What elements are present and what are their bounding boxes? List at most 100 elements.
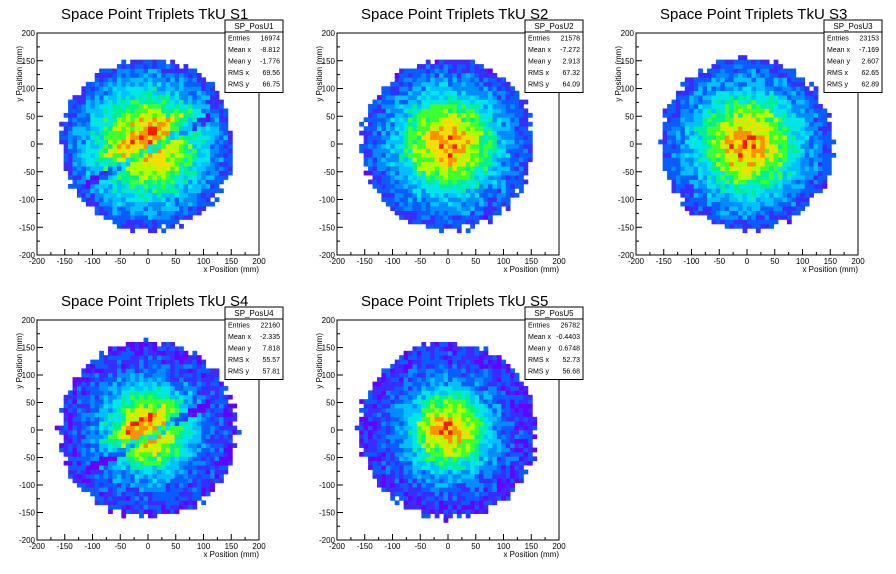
histogram-cell bbox=[170, 403, 175, 409]
histogram-cell bbox=[791, 175, 797, 180]
histogram-cell bbox=[461, 72, 467, 78]
histogram-cell bbox=[403, 188, 409, 194]
histogram-cell bbox=[99, 368, 104, 374]
histogram-cell bbox=[179, 372, 184, 378]
histogram-cell bbox=[439, 126, 444, 132]
histogram-cell bbox=[711, 99, 717, 105]
histogram-cell bbox=[156, 77, 162, 83]
histogram-cell bbox=[130, 430, 136, 435]
histogram-cell bbox=[121, 430, 127, 435]
histogram-cell bbox=[170, 381, 175, 387]
histogram-cell bbox=[738, 223, 743, 229]
histogram-cell bbox=[152, 496, 158, 501]
histogram-cell bbox=[729, 219, 735, 225]
histogram-cell bbox=[693, 206, 699, 211]
histogram-cell bbox=[196, 372, 202, 378]
histogram-cell bbox=[134, 408, 140, 413]
histogram-cell bbox=[76, 183, 82, 189]
histogram-cell bbox=[125, 416, 131, 422]
histogram-cell bbox=[760, 126, 766, 132]
histogram-cell bbox=[390, 108, 396, 114]
histogram-cell bbox=[201, 377, 207, 382]
histogram-cell bbox=[479, 95, 484, 100]
histogram-cell bbox=[733, 135, 739, 140]
histogram-cell bbox=[161, 346, 167, 352]
histogram-cell bbox=[403, 86, 409, 92]
histogram-cell bbox=[403, 157, 409, 163]
histogram-cell bbox=[501, 117, 507, 123]
histogram-cell bbox=[174, 364, 180, 369]
histogram-cell bbox=[76, 104, 82, 109]
histogram-cell bbox=[474, 157, 480, 163]
histogram-cell bbox=[121, 223, 127, 229]
histogram-cell bbox=[125, 112, 131, 118]
histogram-cell bbox=[179, 487, 184, 492]
histogram-cell bbox=[813, 126, 819, 132]
histogram-cell bbox=[804, 157, 810, 163]
histogram-cell bbox=[707, 86, 712, 92]
histogram-cell bbox=[103, 104, 109, 109]
histogram-cell bbox=[826, 126, 832, 132]
histogram-cell bbox=[381, 139, 387, 145]
histogram-cell bbox=[85, 487, 91, 492]
histogram-cell bbox=[456, 175, 462, 180]
histogram-cell bbox=[456, 157, 462, 163]
histogram-cell bbox=[747, 175, 752, 180]
histogram-cell bbox=[143, 491, 149, 497]
histogram-cell bbox=[148, 197, 153, 203]
histogram-cell bbox=[85, 104, 91, 109]
histogram-cell bbox=[368, 148, 373, 154]
histogram-cell bbox=[465, 81, 471, 87]
histogram-cell bbox=[112, 126, 118, 132]
histogram-cell bbox=[514, 175, 520, 180]
histogram-cell bbox=[795, 108, 801, 114]
histogram-cell bbox=[116, 99, 122, 105]
histogram-cell bbox=[214, 416, 220, 422]
histogram-cell bbox=[773, 170, 779, 176]
histogram-cell bbox=[116, 166, 122, 171]
histogram-cell bbox=[769, 175, 774, 180]
histogram-cell bbox=[439, 219, 444, 225]
histogram-cell bbox=[693, 135, 699, 140]
histogram-cell bbox=[769, 152, 774, 158]
histogram-cell bbox=[179, 452, 184, 457]
histogram-cell bbox=[179, 465, 184, 470]
histogram-cell bbox=[183, 197, 189, 203]
histogram-cell bbox=[174, 121, 180, 127]
histogram-cell bbox=[818, 148, 823, 154]
histogram-cell bbox=[496, 206, 502, 211]
histogram-cell bbox=[698, 95, 703, 100]
histogram-cell bbox=[187, 183, 193, 189]
histogram-cell bbox=[439, 175, 444, 180]
histogram-cell bbox=[139, 390, 144, 396]
histogram-cell bbox=[214, 135, 220, 140]
histogram-cell bbox=[174, 201, 180, 207]
histogram-cell bbox=[782, 206, 788, 211]
histogram-cell bbox=[165, 219, 171, 225]
histogram-cell bbox=[187, 81, 193, 87]
histogram-cell bbox=[161, 59, 167, 65]
histogram-cell bbox=[90, 469, 96, 475]
histogram-cell bbox=[443, 197, 449, 203]
histogram-cell bbox=[112, 364, 118, 369]
histogram-cell bbox=[470, 68, 475, 74]
histogram-cell bbox=[130, 228, 136, 234]
histogram-cell bbox=[773, 104, 779, 109]
histogram-cell bbox=[116, 179, 122, 185]
histogram-cell bbox=[684, 170, 690, 176]
histogram-cell bbox=[205, 201, 211, 207]
x-tick-label: 150 bbox=[525, 257, 539, 266]
histogram-cell bbox=[403, 112, 409, 118]
histogram-cell bbox=[452, 99, 458, 105]
histogram-cell bbox=[416, 166, 422, 171]
histogram-cell bbox=[148, 72, 153, 78]
histogram-cell bbox=[514, 104, 520, 109]
histogram-cell bbox=[474, 77, 480, 83]
histogram-cell bbox=[487, 210, 493, 216]
histogram-cell bbox=[782, 175, 788, 180]
histogram-cell bbox=[715, 206, 721, 211]
histogram-cell bbox=[724, 206, 730, 211]
histogram-cell bbox=[219, 430, 224, 435]
histogram-cell bbox=[103, 474, 109, 479]
histogram-cell bbox=[702, 161, 708, 167]
